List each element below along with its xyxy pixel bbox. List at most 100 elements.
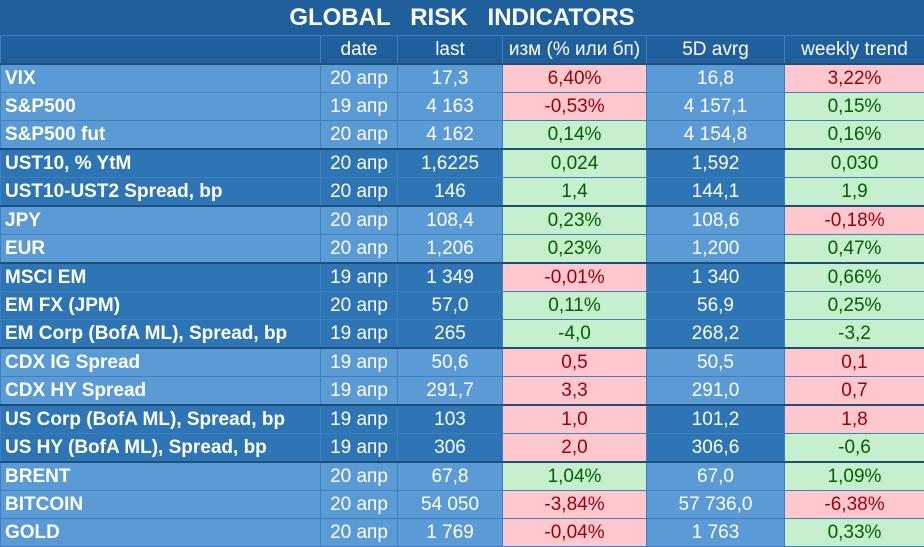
weekly-trend-cell: 0,47% [785, 235, 924, 264]
last-value-cell: 4 163 [398, 93, 503, 121]
header-date: date [321, 36, 398, 65]
change-cell: 6,40% [503, 64, 647, 93]
risk-indicators-table: date last изм (% или бп) 5D avrg weekly … [0, 35, 924, 547]
indicator-name: US HY (BofA ML), Spread, bp [1, 434, 321, 463]
page-title: GLOBAL RISK INDICATORS [0, 0, 924, 35]
indicator-name: CDX IG Spread [1, 348, 321, 377]
change-cell: -4,0 [503, 320, 647, 349]
date-cell: 19 апр [321, 263, 398, 292]
change-cell: 0,23% [503, 206, 647, 235]
date-cell: 20 апр [321, 206, 398, 235]
change-cell: 0,5 [503, 348, 647, 377]
avg-5d-cell: 1,200 [647, 235, 785, 264]
weekly-trend-cell: 0,030 [785, 149, 924, 178]
header-change: изм (% или бп) [503, 36, 647, 65]
last-value-cell: 146 [398, 178, 503, 207]
header-weekly-trend: weekly trend [785, 36, 924, 65]
last-value-cell: 291,7 [398, 377, 503, 406]
indicator-name: UST10, % YtM [1, 149, 321, 178]
weekly-trend-cell: 3,22% [785, 64, 924, 93]
last-value-cell: 1,206 [398, 235, 503, 264]
indicator-name: EUR [1, 235, 321, 264]
date-cell: 19 апр [321, 93, 398, 121]
date-cell: 19 апр [321, 348, 398, 377]
change-cell: 0,024 [503, 149, 647, 178]
avg-5d-cell: 144,1 [647, 178, 785, 207]
last-value-cell: 1 349 [398, 263, 503, 292]
last-value-cell: 108,4 [398, 206, 503, 235]
indicator-name: CDX HY Spread [1, 377, 321, 406]
avg-5d-cell: 306,6 [647, 434, 785, 463]
change-cell: -0,01% [503, 263, 647, 292]
weekly-trend-cell: 1,9 [785, 178, 924, 207]
indicator-name: S&P500 fut [1, 121, 321, 150]
avg-5d-cell: 56,9 [647, 292, 785, 320]
date-cell: 19 апр [321, 320, 398, 349]
indicator-name: UST10-UST2 Spread, bp [1, 178, 321, 207]
avg-5d-cell: 101,2 [647, 405, 785, 434]
weekly-trend-cell: 0,16% [785, 121, 924, 150]
date-cell: 20 апр [321, 235, 398, 264]
indicator-name: BRENT [1, 462, 321, 491]
avg-5d-cell: 108,6 [647, 206, 785, 235]
weekly-trend-cell: 1,8 [785, 405, 924, 434]
weekly-trend-cell: -3,2 [785, 320, 924, 349]
change-cell: -3,84% [503, 491, 647, 519]
header-name [1, 36, 321, 65]
indicator-name: MSCI EM [1, 263, 321, 292]
last-value-cell: 306 [398, 434, 503, 463]
avg-5d-cell: 268,2 [647, 320, 785, 349]
date-cell: 19 апр [321, 405, 398, 434]
avg-5d-cell: 16,8 [647, 64, 785, 93]
change-cell: 1,0 [503, 405, 647, 434]
last-value-cell: 4 162 [398, 121, 503, 150]
last-value-cell: 54 050 [398, 491, 503, 519]
change-cell: 0,23% [503, 235, 647, 264]
change-cell: 2,0 [503, 434, 647, 463]
last-value-cell: 265 [398, 320, 503, 349]
avg-5d-cell: 4 157,1 [647, 93, 785, 121]
change-cell: 0,11% [503, 292, 647, 320]
date-cell: 20 апр [321, 491, 398, 519]
weekly-trend-cell: 0,25% [785, 292, 924, 320]
indicator-name: EM FX (JPM) [1, 292, 321, 320]
indicator-name: S&P500 [1, 93, 321, 121]
avg-5d-cell: 1,592 [647, 149, 785, 178]
weekly-trend-cell: -6,38% [785, 491, 924, 519]
weekly-trend-cell: 0,7 [785, 377, 924, 406]
avg-5d-cell: 57 736,0 [647, 491, 785, 519]
avg-5d-cell: 50,5 [647, 348, 785, 377]
avg-5d-cell: 291,0 [647, 377, 785, 406]
last-value-cell: 103 [398, 405, 503, 434]
change-cell: 1,4 [503, 178, 647, 207]
indicator-name: JPY [1, 206, 321, 235]
date-cell: 20 апр [321, 149, 398, 178]
date-cell: 19 апр [321, 377, 398, 406]
last-value-cell: 17,3 [398, 64, 503, 93]
avg-5d-cell: 67,0 [647, 462, 785, 491]
change-cell: 3,3 [503, 377, 647, 406]
date-cell: 20 апр [321, 121, 398, 150]
change-cell: 1,04% [503, 462, 647, 491]
last-value-cell: 67,8 [398, 462, 503, 491]
date-cell: 20 апр [321, 462, 398, 491]
last-value-cell: 57,0 [398, 292, 503, 320]
weekly-trend-cell: 0,15% [785, 93, 924, 121]
header-5d-average: 5D avrg [647, 36, 785, 65]
date-cell: 20 апр [321, 292, 398, 320]
avg-5d-cell: 1 340 [647, 263, 785, 292]
weekly-trend-cell: 0,66% [785, 263, 924, 292]
header-last: last [398, 36, 503, 65]
weekly-trend-cell: -0,18% [785, 206, 924, 235]
